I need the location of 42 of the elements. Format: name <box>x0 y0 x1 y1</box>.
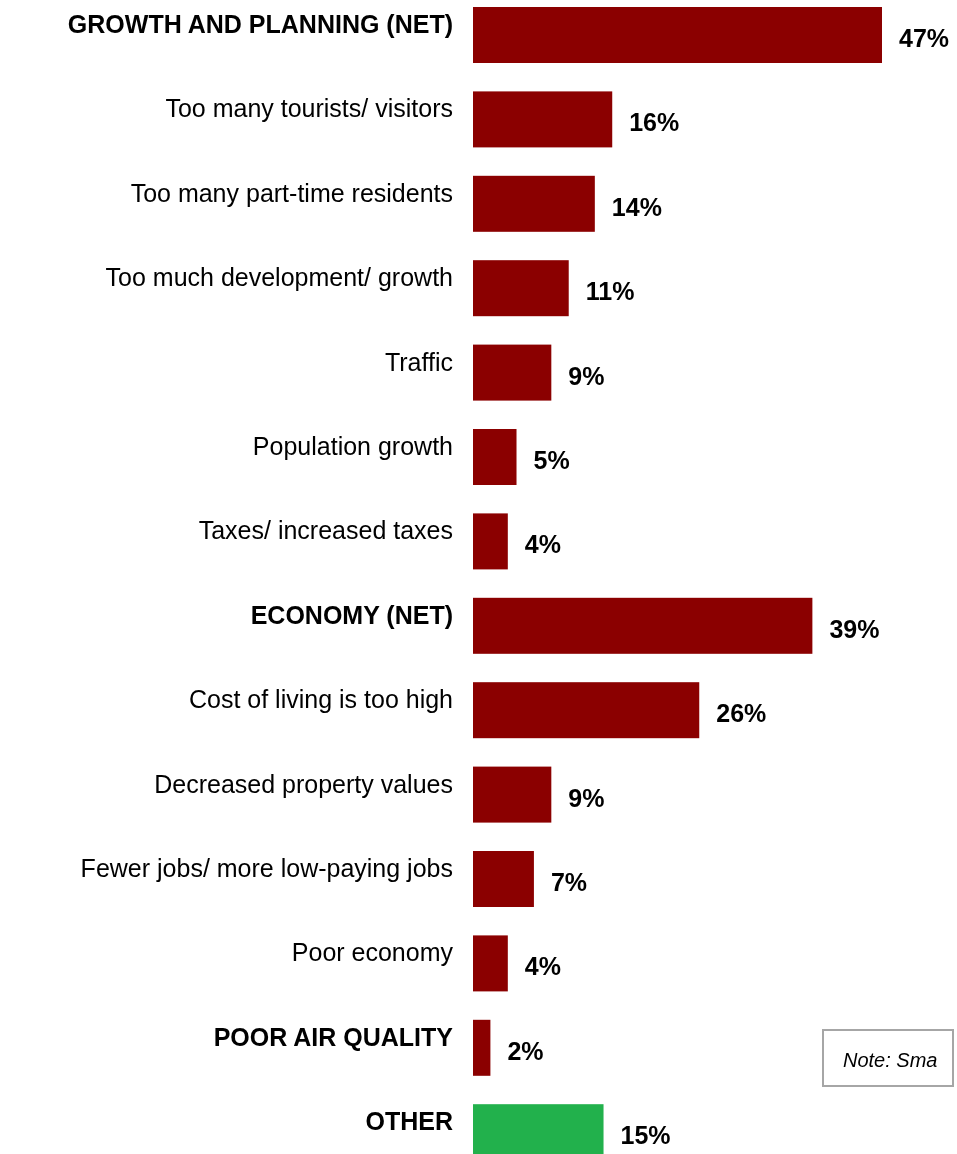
bar <box>473 682 700 739</box>
bar <box>473 766 552 823</box>
y-tick-label: OTHER <box>365 1107 453 1136</box>
y-tick-label: Too much development/ growth <box>105 263 453 292</box>
data-label: 47% <box>899 24 950 52</box>
bar <box>473 175 595 232</box>
bar <box>473 260 569 317</box>
y-tick-label: Taxes/ increased taxes <box>198 516 453 545</box>
data-label: 5% <box>533 446 570 474</box>
annotation: Note: Sma <box>843 1049 938 1071</box>
data-label: 14% <box>611 192 662 221</box>
y-tick-label: Poor economy <box>291 938 454 967</box>
y-tick-label: Fewer jobs/ more low-paying jobs <box>80 854 453 882</box>
y-tick-label: ECONOMY (NET) <box>250 600 453 629</box>
y-tick-label: Traffic <box>384 347 453 376</box>
y-tick-label: GROWTH AND PLANNING (NET) <box>67 10 453 38</box>
bar <box>473 91 613 148</box>
bar <box>473 7 882 63</box>
bar <box>473 935 508 992</box>
y-tick-label: Population growth <box>252 432 453 460</box>
y-tick-label: Too many part-time residents <box>130 178 453 207</box>
bar <box>473 597 813 654</box>
data-label: 26% <box>716 699 767 728</box>
data-label: 39% <box>829 614 880 643</box>
data-label: 2% <box>507 1036 544 1065</box>
bar <box>473 429 517 485</box>
data-label: 9% <box>568 783 605 812</box>
data-label: 7% <box>550 868 588 896</box>
y-tick-label: Too many tourists/ visitors <box>165 94 453 123</box>
bar <box>473 513 508 570</box>
data-label: 16% <box>629 108 680 137</box>
bar <box>473 1019 491 1076</box>
data-label: 15% <box>620 1121 671 1150</box>
data-label: 4% <box>524 530 561 559</box>
bar <box>473 851 534 907</box>
y-tick-label: POOR AIR QUALITY <box>213 1022 454 1051</box>
data-label: 11% <box>585 277 635 306</box>
y-tick-label: Decreased property values <box>154 769 453 798</box>
bar <box>473 344 552 401</box>
data-label: 9% <box>568 361 605 390</box>
y-tick-label: Cost of living is too high <box>188 685 453 714</box>
data-label: 4% <box>524 952 561 981</box>
